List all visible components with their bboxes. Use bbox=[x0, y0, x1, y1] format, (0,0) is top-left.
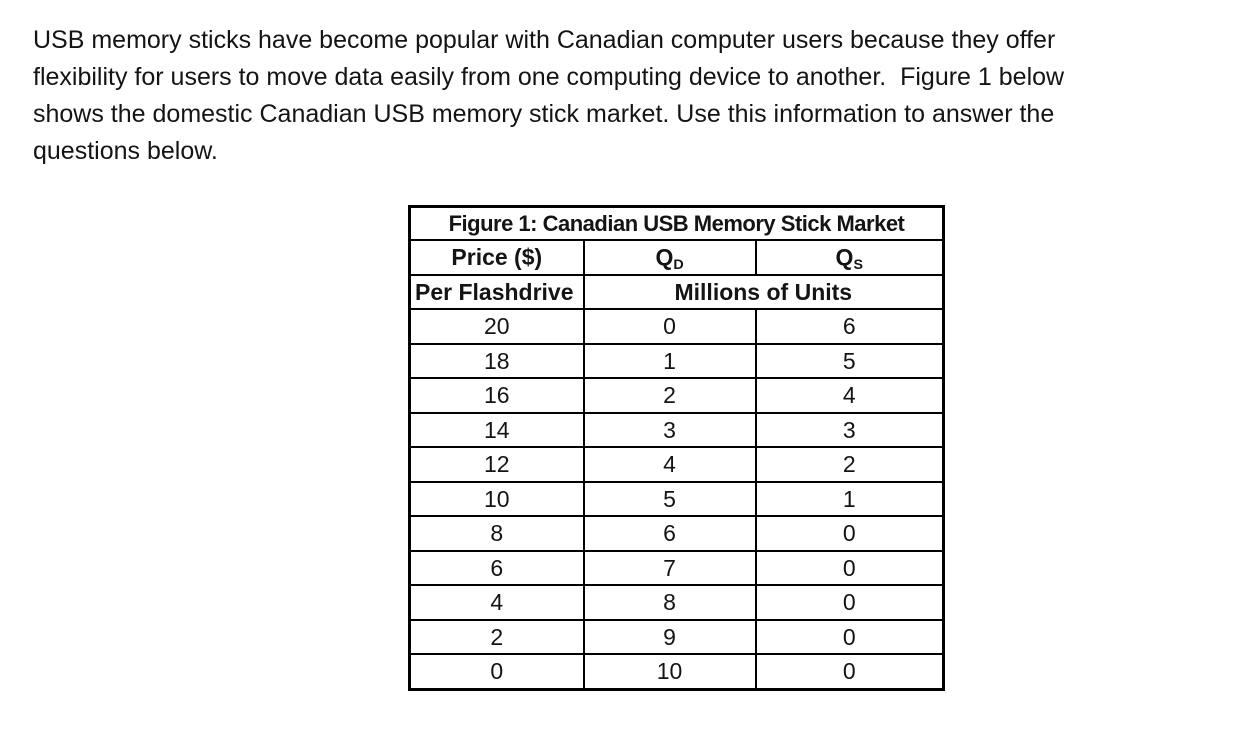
price-cell: 2 bbox=[408, 618, 585, 656]
qs-cell: 0 bbox=[754, 515, 945, 552]
table-title: Figure 1: Canadian USB Memory Stick Mark… bbox=[408, 205, 945, 242]
qd-cell: 6 bbox=[582, 515, 757, 552]
qs-cell: 1 bbox=[754, 480, 945, 518]
paragraph-line: shows the domestic Canadian USB memory s… bbox=[33, 100, 1055, 128]
price-cell: 18 bbox=[408, 342, 585, 380]
table-row: 12 4 2 bbox=[408, 446, 945, 483]
table-subheader-row: Per Flashdrive Millions of Units bbox=[408, 273, 945, 311]
price-cell: 20 bbox=[408, 308, 585, 345]
price-cell: 0 bbox=[408, 653, 585, 691]
qd-cell: 7 bbox=[582, 549, 757, 587]
figure-table: Figure 1: Canadian USB Memory Stick Mark… bbox=[408, 205, 945, 691]
table-row: 6 7 0 bbox=[408, 549, 945, 587]
price-cell: 4 bbox=[408, 584, 585, 621]
price-column-header: Price ($) bbox=[408, 239, 585, 276]
qd-cell: 5 bbox=[582, 480, 757, 518]
paragraph-line: questions below. bbox=[33, 137, 218, 165]
table-row: 20 0 6 bbox=[408, 308, 945, 345]
table-row: 0 10 0 bbox=[408, 653, 945, 691]
table-title-row: Figure 1: Canadian USB Memory Stick Mark… bbox=[408, 205, 945, 242]
qs-cell: 0 bbox=[754, 618, 945, 656]
qs-cell: 4 bbox=[754, 377, 945, 414]
price-cell: 12 bbox=[408, 446, 585, 483]
qs-cell: 0 bbox=[754, 653, 945, 691]
qd-cell: 10 bbox=[582, 653, 757, 691]
price-cell: 16 bbox=[408, 377, 585, 414]
qd-cell: 1 bbox=[582, 342, 757, 380]
qs-column-header: QS bbox=[754, 239, 945, 276]
qd-cell: 4 bbox=[582, 446, 757, 483]
qs-cell: 3 bbox=[754, 411, 945, 449]
qd-cell: 0 bbox=[582, 308, 757, 345]
qs-cell: 2 bbox=[754, 446, 945, 483]
paragraph-line: flexibility for users to move data easil… bbox=[33, 63, 1065, 91]
qs-cell: 0 bbox=[754, 549, 945, 587]
intro-paragraph: USB memory sticks have become popular wi… bbox=[33, 22, 1064, 170]
table-row: 4 8 0 bbox=[408, 584, 945, 621]
price-cell: 6 bbox=[408, 549, 585, 587]
table-row: 2 9 0 bbox=[408, 618, 945, 656]
price-cell: 10 bbox=[408, 480, 585, 518]
qd-cell: 9 bbox=[582, 618, 757, 656]
table-row: 16 2 4 bbox=[408, 377, 945, 414]
qd-cell: 2 bbox=[582, 377, 757, 414]
price-cell: 14 bbox=[408, 411, 585, 449]
table-row: 8 6 0 bbox=[408, 515, 945, 552]
qd-column-header: QD bbox=[582, 239, 757, 276]
price-unit-label: Per Flashdrive bbox=[408, 273, 585, 311]
qs-cell: 6 bbox=[754, 308, 945, 345]
table-row: 10 5 1 bbox=[408, 480, 945, 518]
qs-cell: 5 bbox=[754, 342, 945, 380]
paragraph-line: USB memory sticks have become popular wi… bbox=[33, 26, 1056, 54]
price-cell: 8 bbox=[408, 515, 585, 552]
quantity-units-label: Millions of Units bbox=[582, 273, 945, 311]
table-header-row: Price ($) QD QS bbox=[408, 239, 945, 276]
qd-cell: 8 bbox=[582, 584, 757, 621]
qd-cell: 3 bbox=[582, 411, 757, 449]
table-row: 14 3 3 bbox=[408, 411, 945, 449]
qs-cell: 0 bbox=[754, 584, 945, 621]
table-row: 18 1 5 bbox=[408, 342, 945, 380]
